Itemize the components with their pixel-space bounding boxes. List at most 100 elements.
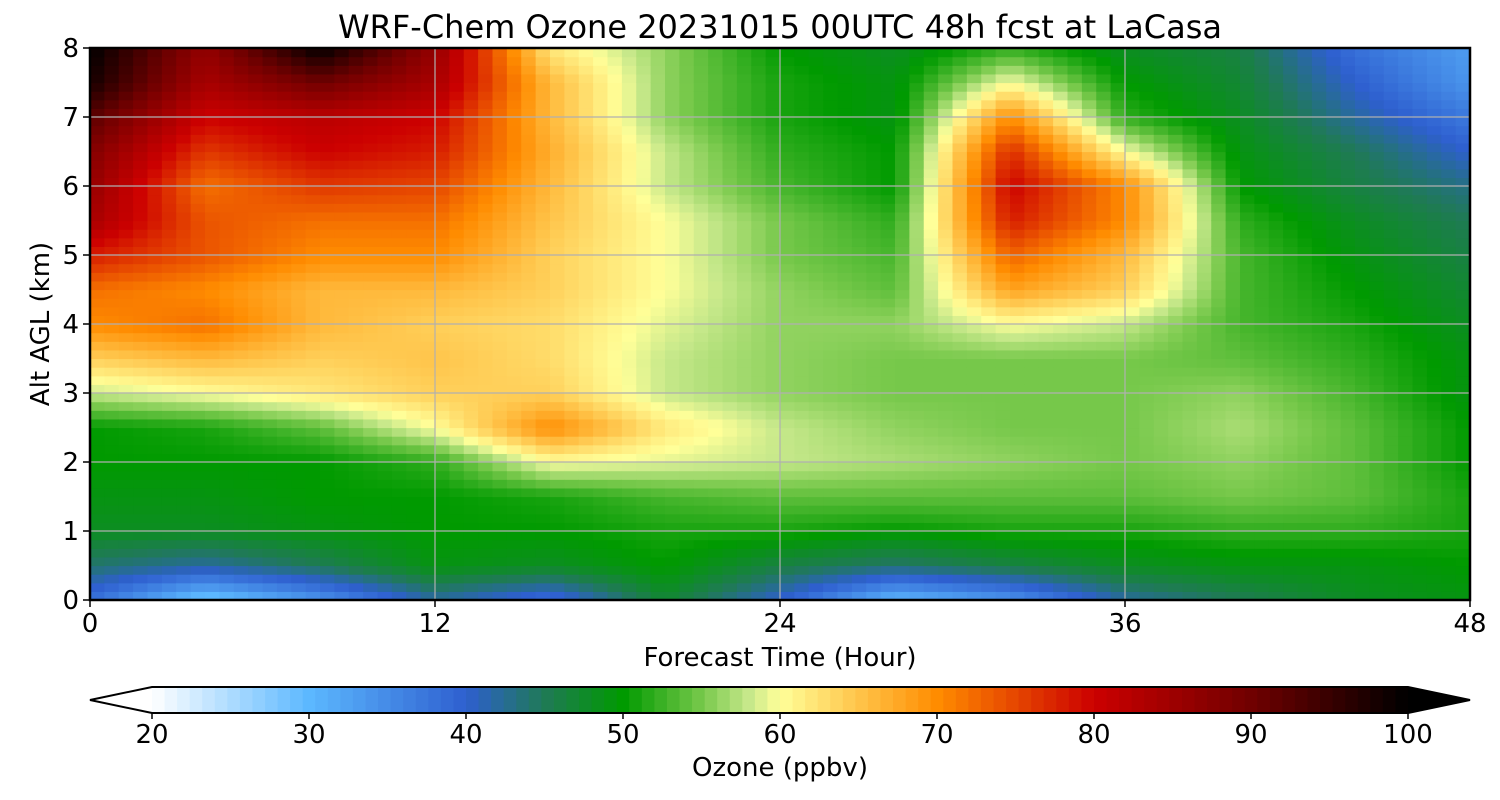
- heatmap-cell: [736, 272, 752, 282]
- heatmap-cell: [895, 358, 910, 368]
- heatmap-cell: [1081, 427, 1097, 437]
- heatmap-cell: [1067, 168, 1083, 178]
- heatmap-cell: [1053, 574, 1069, 584]
- heatmap-cell: [219, 496, 235, 506]
- heatmap-cell: [348, 384, 364, 394]
- heatmap-cell: [823, 453, 839, 463]
- heatmap-cell: [161, 513, 177, 523]
- heatmap-cell: [765, 358, 781, 368]
- heatmap-cell: [305, 289, 321, 299]
- heatmap-cell: [1053, 65, 1069, 75]
- heatmap-cell: [722, 125, 738, 135]
- heatmap-cell: [765, 211, 781, 222]
- heatmap-cell: [1024, 436, 1040, 446]
- heatmap-cell: [248, 168, 264, 178]
- heatmap-cell: [593, 151, 609, 161]
- heatmap-cell: [133, 393, 149, 403]
- heatmap-cell: [593, 255, 609, 265]
- heatmap-cell: [1139, 263, 1155, 273]
- heatmap-cell: [665, 194, 680, 204]
- heatmap-cell: [104, 479, 120, 489]
- heatmap-cell: [118, 272, 134, 282]
- heatmap-cell: [823, 349, 839, 360]
- heatmap-cell: [492, 574, 508, 584]
- heatmap-cell: [607, 436, 623, 446]
- heatmap-cell: [550, 453, 565, 463]
- heatmap-cell: [823, 341, 839, 351]
- heatmap-cell: [636, 246, 652, 256]
- heatmap-cell: [607, 349, 623, 360]
- heatmap-cell: [363, 341, 379, 351]
- heatmap-cell: [1196, 522, 1212, 532]
- heatmap-cell: [981, 556, 997, 567]
- heatmap-cell: [895, 341, 910, 351]
- heatmap-cell: [1125, 306, 1140, 316]
- heatmap-cell: [521, 117, 537, 127]
- heatmap-cell: [233, 384, 249, 394]
- heatmap-cell: [1168, 220, 1184, 230]
- heatmap-cell: [593, 574, 609, 584]
- heatmap-cell: [104, 401, 120, 411]
- heatmap-cell: [147, 367, 163, 377]
- heatmap-cell: [708, 496, 724, 506]
- heatmap-cell: [1196, 65, 1212, 75]
- heatmap-cell: [952, 194, 968, 204]
- heatmap-cell: [320, 574, 335, 584]
- heatmap-cell: [233, 367, 249, 377]
- heatmap-cell: [564, 436, 580, 446]
- heatmap-cell: [923, 229, 939, 239]
- heatmap-cell: [133, 263, 149, 273]
- heatmap-cell: [1125, 418, 1140, 429]
- heatmap-cell: [607, 565, 623, 575]
- heatmap-cell: [90, 332, 105, 342]
- heatmap-cell: [564, 151, 580, 161]
- heatmap-cell: [535, 479, 551, 489]
- heatmap-cell: [1139, 324, 1155, 334]
- heatmap-cell: [794, 177, 810, 187]
- heatmap-cell: [1125, 211, 1140, 222]
- heatmap-cell: [550, 229, 565, 239]
- heatmap-cell: [708, 522, 724, 532]
- heatmap-cell: [823, 436, 839, 446]
- heatmap-cell: [895, 186, 910, 196]
- heatmap-cell: [1125, 237, 1140, 247]
- heatmap-cell: [521, 531, 537, 541]
- heatmap-cell: [636, 237, 652, 247]
- heatmap-cell: [851, 462, 867, 472]
- heatmap-cell: [205, 194, 220, 204]
- heatmap-cell: [1110, 168, 1126, 178]
- heatmap-cell: [665, 539, 680, 549]
- heatmap-cell: [320, 151, 335, 161]
- heatmap-cell: [435, 427, 450, 437]
- heatmap-cell: [406, 358, 422, 368]
- heatmap-cell: [995, 358, 1011, 368]
- heatmap-cell: [665, 65, 680, 75]
- heatmap-cell: [420, 298, 436, 308]
- heatmap-cell: [348, 358, 364, 368]
- heatmap-cell: [320, 436, 335, 446]
- heatmap-cell: [363, 186, 379, 196]
- heatmap-cell: [1053, 220, 1069, 230]
- heatmap-cell: [391, 324, 407, 334]
- heatmap-cell: [722, 539, 738, 549]
- heatmap-cell: [765, 462, 781, 472]
- heatmap-cell: [449, 134, 465, 144]
- heatmap-cell: [521, 229, 537, 239]
- heatmap-cell: [837, 418, 853, 429]
- heatmap-cell: [837, 298, 853, 308]
- heatmap-cell: [564, 56, 580, 66]
- heatmap-cell: [406, 410, 422, 420]
- heatmap-cell: [823, 315, 839, 325]
- heatmap-cell: [276, 556, 292, 567]
- heatmap-cell: [880, 315, 896, 325]
- heatmap-cell: [1153, 462, 1169, 472]
- heatmap-cell: [621, 349, 637, 360]
- heatmap-cell: [320, 168, 335, 178]
- heatmap-cell: [492, 186, 508, 196]
- heatmap-cell: [708, 177, 724, 187]
- heatmap-cell: [118, 565, 134, 575]
- heatmap-cell: [291, 436, 307, 446]
- heatmap-cell: [780, 117, 795, 127]
- heatmap-cell: [233, 418, 249, 429]
- heatmap-cell: [1196, 99, 1212, 109]
